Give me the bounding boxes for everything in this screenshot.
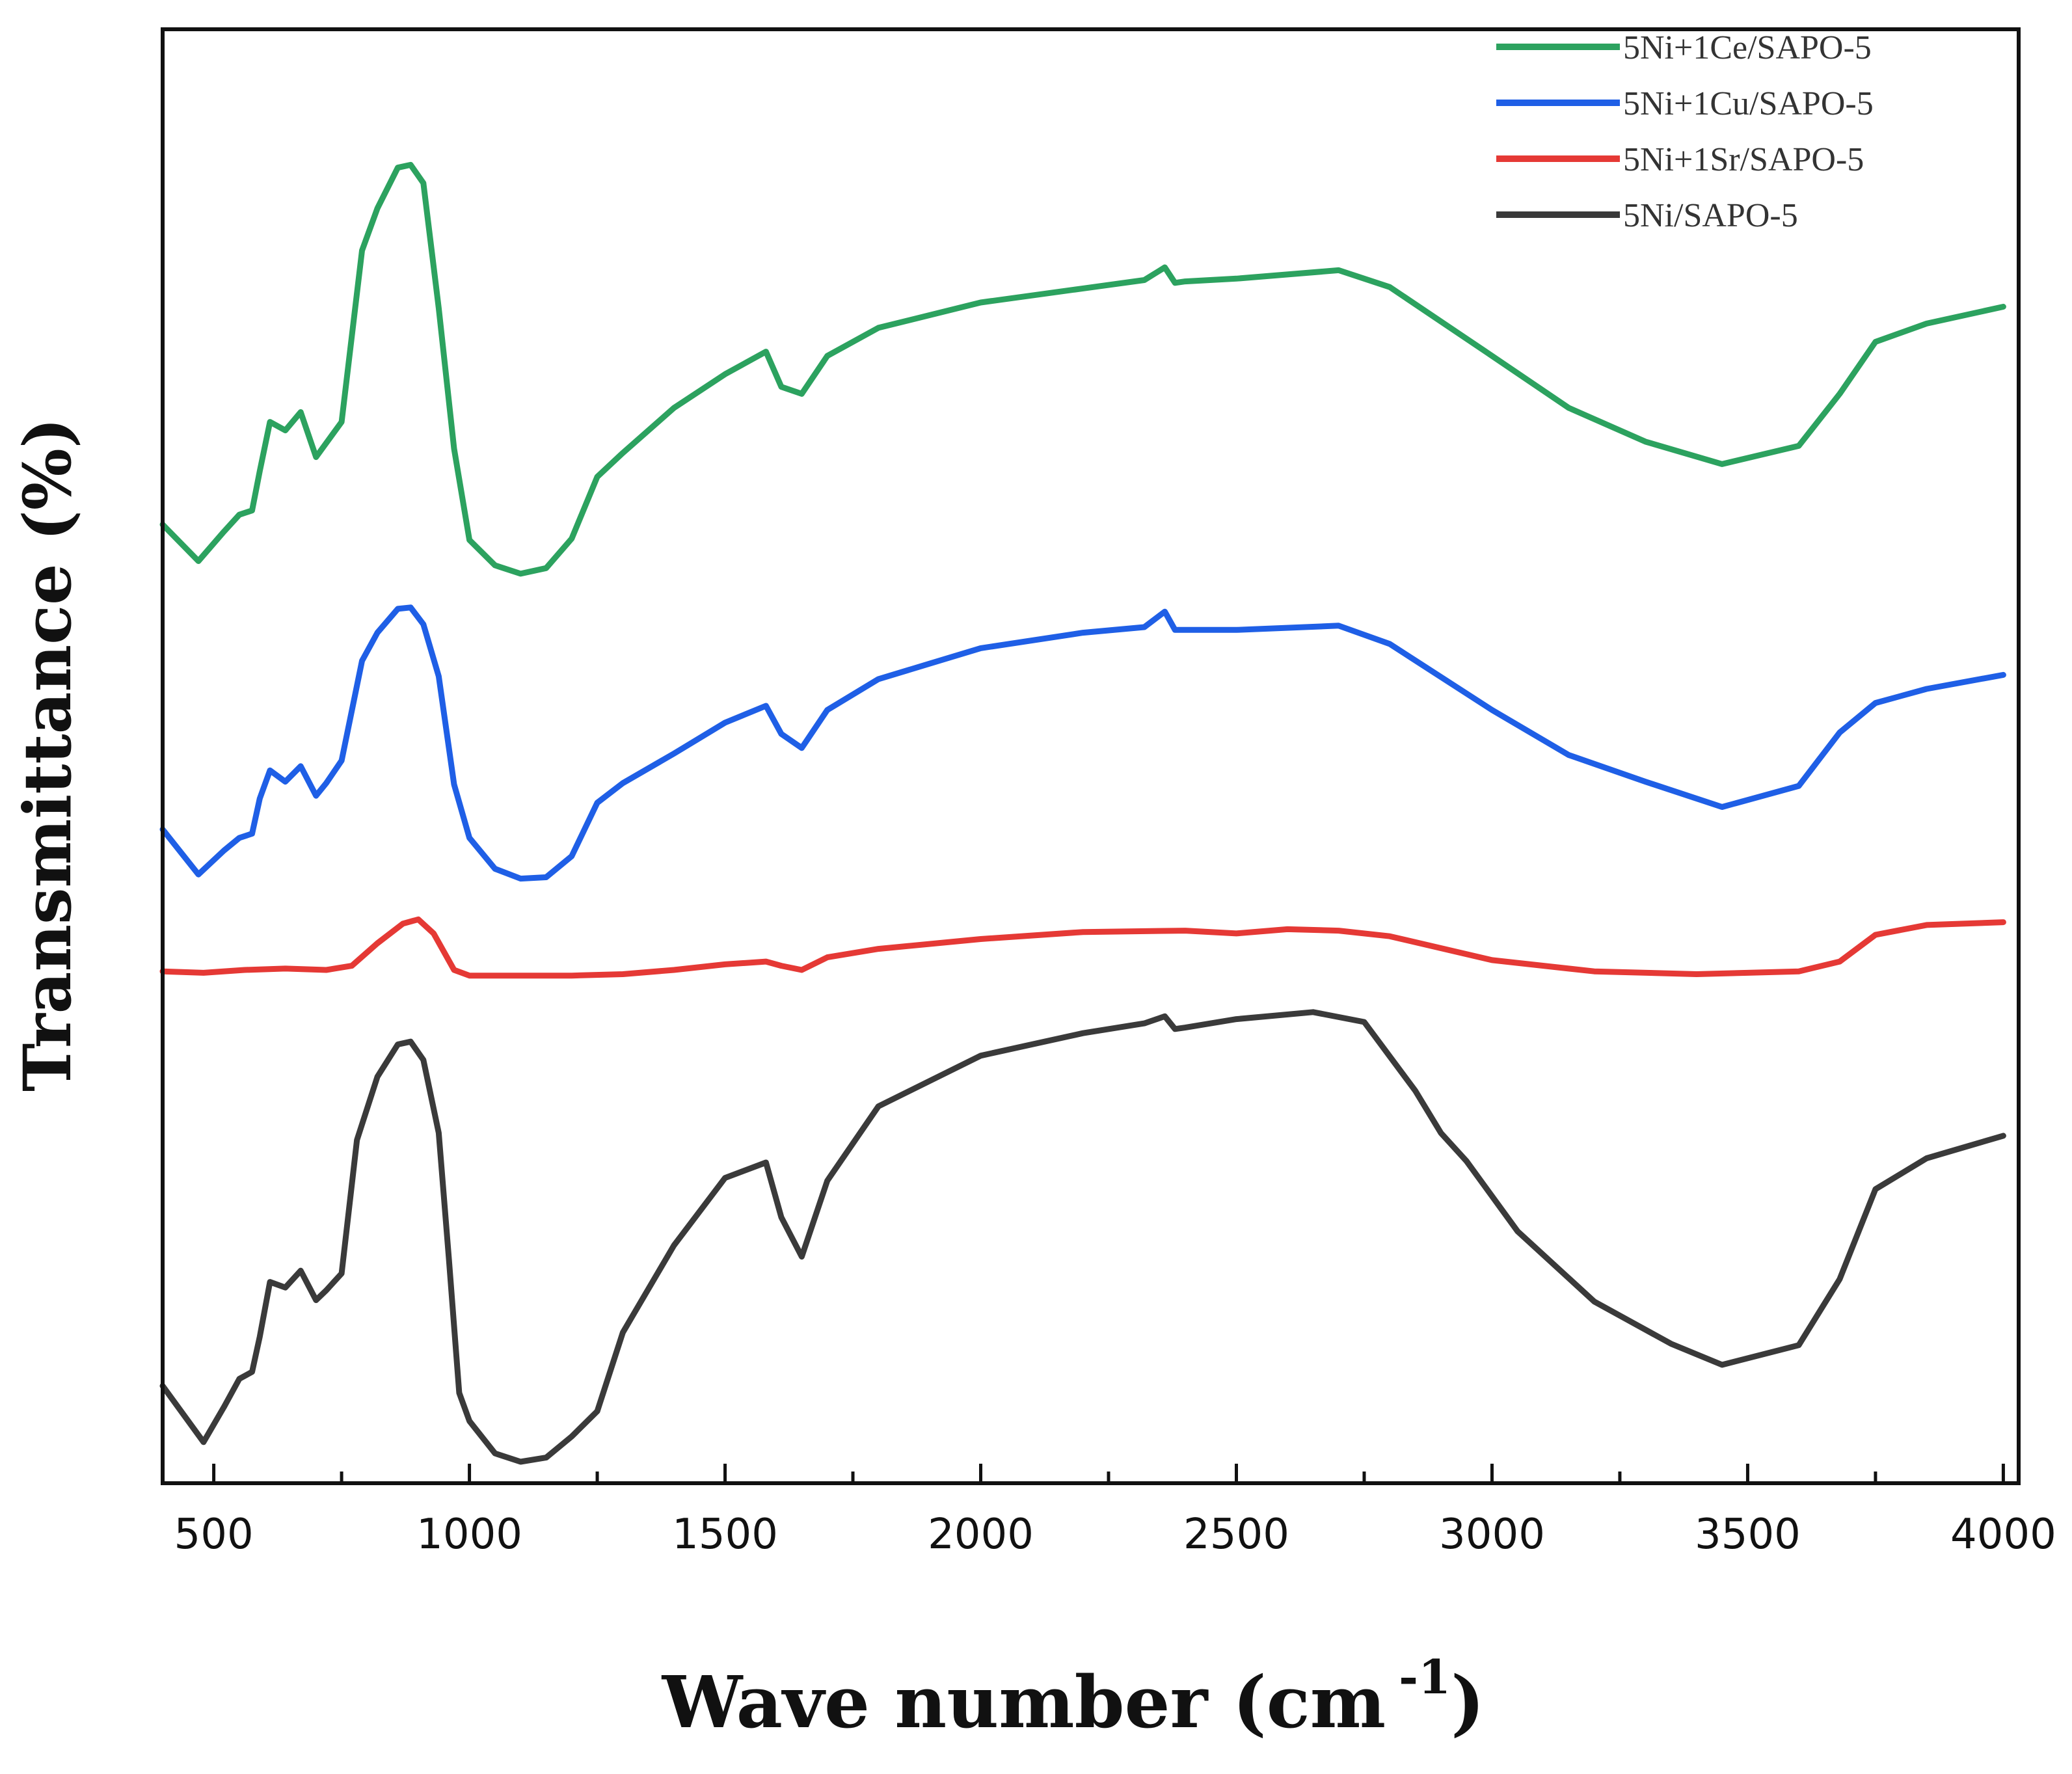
legend-label-1: 5Ni+1Cu/SAPO-5 bbox=[1623, 85, 1874, 122]
x-tick-label-500: 500 bbox=[174, 1511, 254, 1559]
plot-frame bbox=[161, 27, 2021, 1485]
x-axis-title-main: Wave number (cm bbox=[662, 1660, 1386, 1744]
legend-label-3: 5Ni/SAPO-5 bbox=[1623, 197, 1798, 234]
x-tick-label-2500: 2500 bbox=[1183, 1511, 1289, 1559]
x-axis-title: Wave number (cm -1) bbox=[662, 1649, 1485, 1744]
legend-label-0: 5Ni+1Ce/SAPO-5 bbox=[1623, 29, 1872, 66]
legend-label-2: 5Ni+1Sr/SAPO-5 bbox=[1623, 141, 1864, 178]
x-tick-label-1000: 1000 bbox=[416, 1511, 522, 1559]
x-axis-title-superscript: -1 bbox=[1399, 1649, 1451, 1704]
x-tick-label-4000: 4000 bbox=[1950, 1511, 2056, 1559]
y-axis-title: Transmittance (%) bbox=[9, 418, 86, 1092]
x-tick-label-1500: 1500 bbox=[672, 1511, 778, 1559]
x-tick-label-2000: 2000 bbox=[928, 1511, 1034, 1559]
series-layer bbox=[159, 161, 2006, 1465]
legend: 5Ni+1Ce/SAPO-5 5Ni+1Cu/SAPO-5 5Ni+1Sr/SAPO… bbox=[1496, 29, 1874, 234]
series-line-5ni-1sr-sapo-5 bbox=[159, 916, 2006, 979]
series-line-5ni-1cu-sapo-5 bbox=[159, 604, 2006, 882]
series-line-5ni-1ce-sapo-5 bbox=[159, 161, 2006, 577]
x-tick-label-3000: 3000 bbox=[1439, 1511, 1545, 1559]
x-tick-label-3500: 3500 bbox=[1695, 1511, 1801, 1559]
x-axis-title-close: ) bbox=[1451, 1660, 1485, 1744]
series-line-5ni-sapo-5 bbox=[159, 1009, 2006, 1465]
x-axis-ticks: 500 1000 1500 2000 2500 3000 3500 4000 bbox=[174, 1464, 2056, 1559]
